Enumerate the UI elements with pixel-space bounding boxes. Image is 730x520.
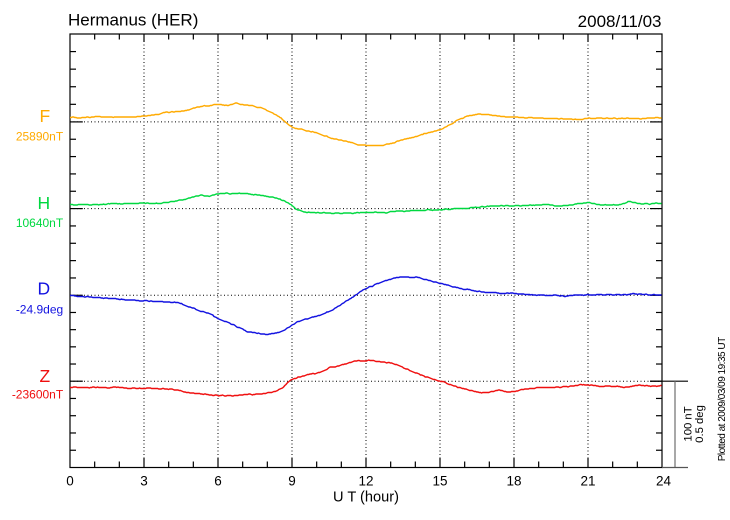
svg-text:10640nT: 10640nT	[16, 216, 64, 230]
svg-text:18: 18	[506, 474, 521, 489]
svg-text:100 nT: 100 nT	[683, 406, 695, 441]
svg-text:9: 9	[288, 474, 296, 489]
svg-text:-24.9deg: -24.9deg	[16, 303, 63, 317]
svg-text:Hermanus (HER): Hermanus (HER)	[68, 10, 198, 29]
svg-text:-23600nT: -23600nT	[12, 388, 64, 402]
svg-text:25890nT: 25890nT	[16, 129, 64, 143]
svg-text:Z: Z	[39, 366, 50, 386]
svg-text:3: 3	[140, 474, 148, 489]
svg-text:0: 0	[66, 474, 74, 489]
svg-text:21: 21	[580, 474, 595, 489]
svg-text:Plotted at 2009/03/09 19:35 UT: Plotted at 2009/03/09 19:35 UT	[717, 337, 728, 461]
svg-text:U T (hour): U T (hour)	[333, 489, 399, 505]
svg-text:0.5 deg: 0.5 deg	[694, 405, 706, 443]
svg-text:12: 12	[358, 474, 373, 489]
svg-text:6: 6	[214, 474, 222, 489]
svg-text:H: H	[38, 193, 51, 213]
svg-text:15: 15	[432, 474, 447, 489]
svg-text:2008/11/03: 2008/11/03	[578, 12, 662, 31]
svg-text:24: 24	[656, 474, 672, 489]
svg-text:F: F	[39, 106, 50, 126]
svg-text:D: D	[38, 279, 51, 299]
